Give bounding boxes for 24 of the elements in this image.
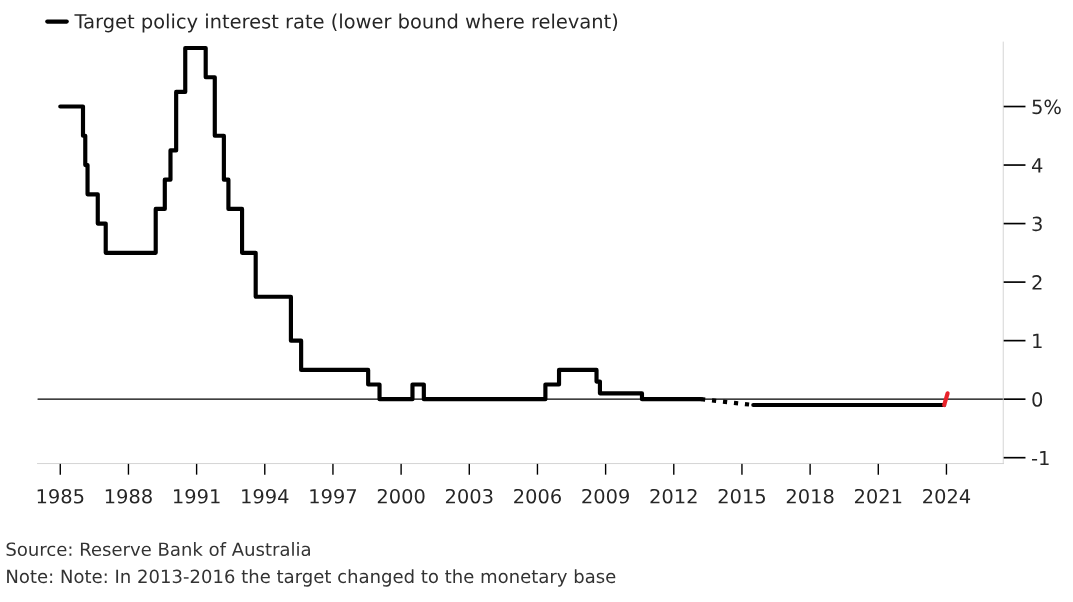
y-tick-label: 5% xyxy=(1032,99,1061,115)
legend-label: Target policy interest rate (lower bound where relevant) xyxy=(74,13,618,33)
y-tick-label: 3 xyxy=(1032,216,1042,232)
x-tick-label: 2000 xyxy=(377,488,425,504)
x-tick-label: 2012 xyxy=(650,488,697,504)
x-tick-label: 1991 xyxy=(174,488,220,504)
x-tick-label: 2009 xyxy=(582,488,629,504)
y-tick-label: 1 xyxy=(1033,333,1042,349)
x-tick-label: 1985 xyxy=(37,488,84,504)
source-note: Source: Reserve Bank of Australia xyxy=(6,542,310,557)
x-tick-label: 1997 xyxy=(310,488,357,504)
x-tick-label: 1994 xyxy=(242,488,289,504)
text: Note: Note: In 2013-2016 the target changed to the monetary base xyxy=(7,569,616,587)
y-tick-label: 0 xyxy=(1032,392,1043,407)
x-tick-label: 1988 xyxy=(105,488,152,504)
x-tick-label: 2024 xyxy=(923,488,971,504)
x-tick-label: 2006 xyxy=(514,488,561,504)
x-tick-label: 2015 xyxy=(718,488,765,504)
x-tick-label: 2021 xyxy=(854,488,902,504)
x-tick-label: 2003 xyxy=(445,488,493,504)
y-tick-label: 2 xyxy=(1032,275,1042,290)
y-tick-label: 4 xyxy=(1031,158,1043,173)
x-tick-label: 2018 xyxy=(786,488,834,504)
y-tick-label: -1 xyxy=(1031,450,1049,466)
